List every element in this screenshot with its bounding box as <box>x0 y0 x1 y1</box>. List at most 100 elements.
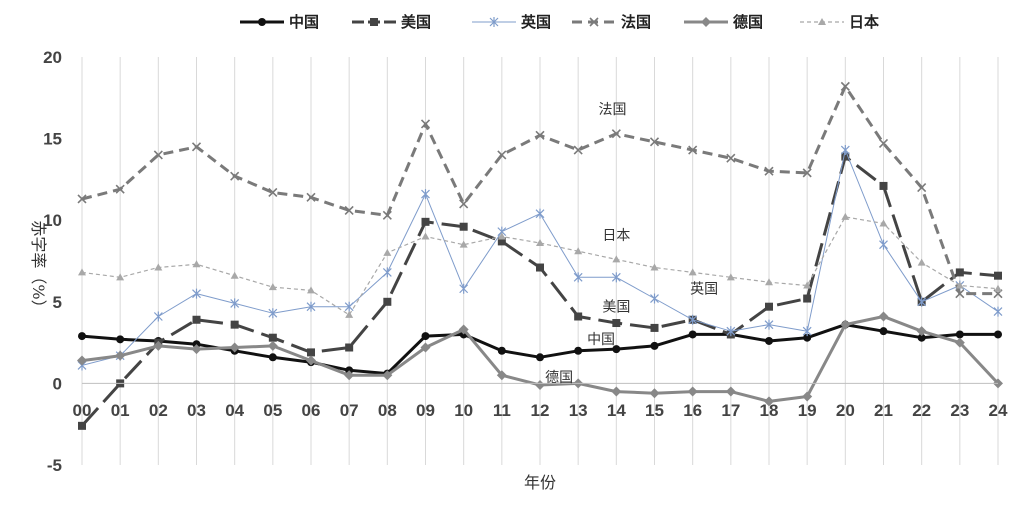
point-德国-00 <box>77 355 87 366</box>
point-德国-03 <box>191 344 202 355</box>
point-日本-11 <box>497 232 506 240</box>
point-日本-20 <box>841 212 850 220</box>
point-美国-24 <box>994 271 1002 280</box>
x-tick-label-23: 23 <box>950 401 969 420</box>
point-日本-09 <box>421 232 430 240</box>
point-英国-12 <box>535 208 545 219</box>
legend-label-日本: 日本 <box>849 13 879 31</box>
point-法国-15 <box>649 137 660 147</box>
x-tick-label-24: 24 <box>989 401 1008 420</box>
point-法国-14 <box>611 129 621 139</box>
point-英国-03 <box>192 288 201 299</box>
point-中国-09 <box>421 332 430 341</box>
point-法国-04 <box>230 171 240 181</box>
point-日本-13 <box>574 247 583 255</box>
point-日本-23 <box>955 281 964 289</box>
point-日本-15 <box>650 263 659 271</box>
x-tick-label-03: 03 <box>187 401 206 420</box>
series-日本 <box>78 212 1002 318</box>
point-德国-02 <box>153 340 164 351</box>
x-tick-label-16: 16 <box>683 401 702 420</box>
legend-marker-美国 <box>370 18 378 26</box>
point-英国-15 <box>650 293 659 304</box>
point-法国-13 <box>573 145 583 155</box>
point-英国-21 <box>879 239 888 250</box>
point-英国-20 <box>840 145 850 156</box>
point-英国-05 <box>268 308 278 319</box>
x-tick-label-04: 04 <box>225 401 244 420</box>
point-美国-06 <box>307 348 315 357</box>
legend-label-法国: 法国 <box>621 13 651 31</box>
series-layer <box>77 81 1003 430</box>
point-英国-07 <box>344 301 354 312</box>
point-美国-20 <box>841 152 850 161</box>
point-日本-16 <box>688 268 697 276</box>
legend-marker-中国 <box>258 18 266 26</box>
point-德国-07 <box>344 370 355 381</box>
point-中国-24 <box>994 330 1002 339</box>
legend-label-美国: 美国 <box>401 13 431 31</box>
point-美国-10 <box>459 222 468 231</box>
x-tick-label-22: 22 <box>912 401 931 420</box>
point-中国-16 <box>688 330 697 339</box>
point-法国-19 <box>802 168 812 178</box>
y-tick-label-0: 0 <box>53 374 62 393</box>
point-德国-06 <box>306 355 316 366</box>
point-美国-15 <box>650 323 659 332</box>
x-tick-label-14: 14 <box>607 401 626 420</box>
point-美国-12 <box>536 263 544 272</box>
point-英国-16 <box>688 314 698 325</box>
point-英国-22 <box>917 296 927 307</box>
point-日本-21 <box>879 219 888 227</box>
point-中国-22 <box>917 333 926 342</box>
point-美国-23 <box>955 268 964 277</box>
y-tick-label--5: -5 <box>47 456 62 475</box>
point-德国-11 <box>496 370 507 381</box>
point-德国-22 <box>916 326 927 337</box>
point-英国-14 <box>611 272 621 283</box>
point-中国-05 <box>268 353 277 362</box>
series-annotation-英国: 英国 <box>690 281 718 298</box>
point-中国-18 <box>765 336 773 345</box>
series-法国 <box>77 81 1003 299</box>
x-tick-label-19: 19 <box>798 401 817 420</box>
x-tick-label-05: 05 <box>263 401 282 420</box>
point-美国-03 <box>192 315 201 324</box>
point-中国-12 <box>536 353 544 362</box>
point-美国-07 <box>345 343 354 352</box>
series-annotation-日本: 日本 <box>602 228 630 244</box>
point-英国-06 <box>306 301 316 312</box>
point-法国-22 <box>917 182 927 193</box>
point-德国-01 <box>115 350 126 361</box>
point-德国-21 <box>878 311 889 322</box>
x-tick-label-07: 07 <box>340 401 359 420</box>
point-法国-07 <box>344 205 354 215</box>
point-德国-10 <box>458 324 469 335</box>
point-日本-19 <box>803 281 812 289</box>
point-德国-12 <box>535 380 545 391</box>
point-德国-14 <box>611 386 622 397</box>
grid-layer <box>81 57 999 465</box>
point-德国-09 <box>420 342 431 353</box>
point-法国-08 <box>382 210 392 220</box>
axis-layer: 00 01 02 03 04 05 06 07 08 09 10 11 12 13 14 15 16 17 18 19… <box>43 48 1008 475</box>
point-日本-01 <box>116 273 125 281</box>
point-美国-04 <box>230 320 239 329</box>
point-中国-13 <box>574 346 583 355</box>
point-英国-08 <box>382 267 392 278</box>
point-德国-15 <box>649 388 660 399</box>
series-annotation-法国: 法国 <box>599 102 627 118</box>
point-美国-00 <box>78 421 86 430</box>
point-英国-02 <box>153 311 163 322</box>
x-tick-label-11: 11 <box>493 401 511 420</box>
x-tick-label-21: 21 <box>874 401 893 420</box>
point-英国-10 <box>459 283 469 294</box>
x-tick-label-08: 08 <box>378 401 397 420</box>
point-德国-04 <box>229 342 240 353</box>
point-英国-24 <box>993 306 1003 317</box>
point-英国-09 <box>421 189 430 200</box>
point-德国-16 <box>687 386 698 397</box>
point-美国-11 <box>497 237 506 246</box>
